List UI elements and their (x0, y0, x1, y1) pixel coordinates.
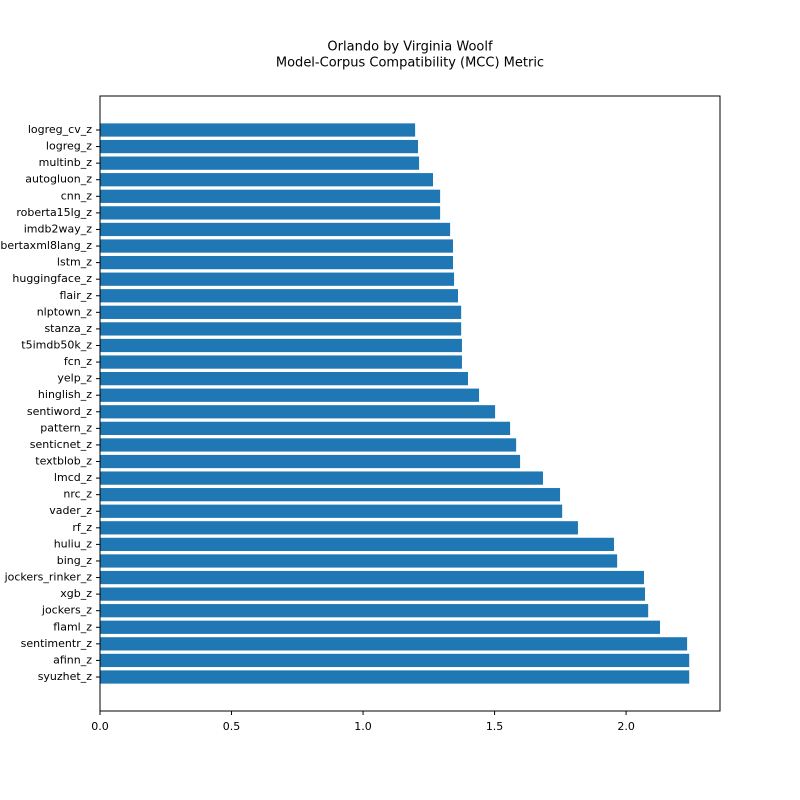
bar (100, 372, 469, 386)
bar (100, 438, 517, 452)
bar (100, 272, 455, 286)
bar (100, 604, 649, 618)
y-tick-label: bing_z (57, 554, 92, 567)
y-tick-label: jockers_rinker_z (4, 571, 93, 584)
y-tick-label: fcn_z (64, 355, 92, 368)
chart-subtitle: Model-Corpus Compatibility (MCC) Metric (276, 56, 544, 71)
y-tick-label: autogluon_z (25, 173, 92, 186)
y-tick-label: roberta15lg_z (16, 206, 92, 219)
y-tick-label: lmcd_z (54, 471, 92, 484)
y-tick-label: sentimentr_z (21, 637, 93, 650)
bar (100, 139, 419, 154)
x-tick-label: 0.5 (223, 720, 241, 733)
bar (100, 637, 688, 651)
bar (100, 471, 543, 485)
y-tick-label: jockers_z (41, 604, 92, 617)
bar (100, 653, 690, 668)
bar (100, 620, 661, 634)
bar (100, 289, 459, 303)
y-tick-label: logreg_cv_z (28, 123, 92, 136)
bar (100, 338, 462, 353)
y-tick-label: flaml_z (53, 620, 92, 633)
y-tick-label: rf_z (72, 521, 92, 534)
y-tick-label: nrc_z (63, 488, 92, 501)
y-tick-label: robertaxml8lang_z (0, 239, 92, 252)
bar (100, 537, 614, 552)
y-tick-label: senticnet_z (30, 438, 92, 451)
bar (100, 222, 451, 237)
y-tick-label: textblob_z (35, 455, 92, 468)
y-tick-label: pattern_z (40, 421, 92, 434)
bar (100, 570, 644, 585)
bar (100, 255, 454, 270)
y-tick-label: lstm_z (57, 256, 92, 269)
bar (100, 173, 434, 187)
x-tick-label: 1.0 (354, 720, 372, 733)
y-tick-label: yelp_z (57, 372, 92, 385)
chart-title: Orlando by Virginia Woolf (327, 40, 493, 55)
bar (100, 488, 561, 502)
x-tick-label: 2.0 (617, 720, 635, 733)
bar (100, 554, 618, 568)
y-tick-label: afinn_z (53, 653, 92, 666)
bar (100, 405, 496, 419)
y-tick-label: syuzhet_z (38, 670, 93, 683)
bar (100, 504, 563, 518)
y-tick-label: huggingface_z (12, 272, 92, 285)
y-tick-label: flair_z (59, 289, 92, 302)
x-tick-label: 0.0 (91, 720, 109, 733)
bar (100, 123, 416, 137)
bar (100, 156, 420, 170)
y-tick-label: multinb_z (39, 156, 93, 169)
y-tick-label: vader_z (49, 504, 92, 517)
y-tick-label: huliu_z (54, 537, 93, 550)
bar (100, 454, 521, 469)
plot-frame (99, 95, 721, 712)
bar (100, 355, 462, 369)
y-tick-label: cnn_z (61, 189, 92, 202)
bar (100, 206, 441, 220)
y-tick-label: hinglish_z (38, 388, 92, 401)
y-tick-label: nlptown_z (37, 305, 93, 318)
bar (100, 322, 462, 336)
y-tick-label: t5imdb50k_z (21, 338, 92, 351)
bar (100, 670, 690, 684)
bar (100, 521, 578, 535)
y-tick-label: logreg_z (46, 140, 92, 153)
y-tick-label: xgb_z (60, 587, 92, 600)
bar (100, 421, 511, 435)
bar (100, 388, 480, 402)
bar (100, 239, 454, 253)
bar (100, 189, 441, 203)
bar (100, 305, 462, 319)
x-tick-label: 1.5 (486, 720, 504, 733)
y-tick-label: stanza_z (44, 322, 92, 335)
y-tick-label: imdb2way_z (24, 222, 92, 235)
bar (100, 587, 646, 601)
y-tick-label: sentiword_z (27, 405, 92, 418)
